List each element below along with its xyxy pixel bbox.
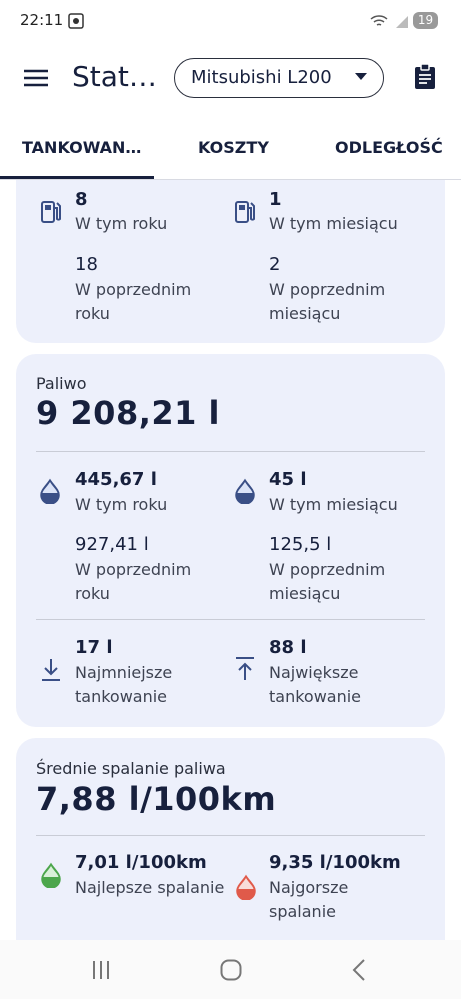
dropdown-arrow xyxy=(355,73,367,80)
page-title: Stat… xyxy=(72,60,157,93)
status-icon xyxy=(68,13,84,29)
signal-icons xyxy=(370,15,408,28)
app-header: 22:11 19 Stat… Mitsubishi L200 TANKOWAN…… xyxy=(0,0,461,180)
stat-label: W poprzednim roku xyxy=(75,280,192,323)
back-button[interactable] xyxy=(352,959,366,981)
clipboard-button[interactable] xyxy=(414,64,436,90)
nav-bar xyxy=(0,940,461,999)
stat-label: Najgorsze spalanie xyxy=(269,878,349,921)
battery: 19 xyxy=(413,12,438,29)
divider xyxy=(36,835,425,836)
stat-label: Najlepsze spalanie xyxy=(75,878,225,897)
menu-button[interactable] xyxy=(24,68,48,88)
consumption-card: Średnie spalanie paliwa 7,88 l/100km 7,0… xyxy=(16,738,445,968)
stat-label: W tym roku xyxy=(75,214,168,233)
stat-value: 125,5 l xyxy=(269,534,332,555)
stat-value: 2 xyxy=(269,254,281,275)
stat-value: 88 l xyxy=(269,637,307,658)
drop-icon xyxy=(40,478,60,504)
recents-button[interactable] xyxy=(91,960,111,980)
stat-label: W tym miesiącu xyxy=(269,495,398,514)
count-card: 8 W tym roku 1 W tym miesiącu 18 W poprz… xyxy=(16,150,445,343)
stat-label: Najmniejsze tankowanie xyxy=(75,663,173,706)
status-time: 22:11 xyxy=(20,11,64,29)
worst-drop-icon xyxy=(236,874,256,900)
stat-value: 17 l xyxy=(75,637,113,658)
card-title: Paliwo xyxy=(36,374,87,393)
stat-label: W tym miesiącu xyxy=(269,214,398,233)
stat-label: W poprzednim miesiącu xyxy=(269,560,386,603)
min-icon xyxy=(42,659,60,681)
tab-indicator xyxy=(0,176,154,179)
stat-label: W poprzednim roku xyxy=(75,560,192,603)
divider xyxy=(36,451,425,452)
vehicle-select[interactable]: Mitsubishi L200 xyxy=(174,58,384,98)
pump-icon xyxy=(41,201,61,223)
card-total: 7,88 l/100km xyxy=(36,780,277,818)
stat-value: 9,35 l/100km xyxy=(269,852,401,873)
tab[interactable]: TANKOWAN… xyxy=(22,138,142,157)
card-title: Średnie spalanie paliwa xyxy=(36,759,226,778)
stat-value: 18 xyxy=(75,254,98,275)
stat-value: 1 xyxy=(269,189,282,210)
divider xyxy=(36,619,425,620)
max-icon xyxy=(236,657,254,680)
best-drop-icon xyxy=(41,862,61,888)
drop-icon xyxy=(235,478,255,504)
pump-icon xyxy=(235,201,255,223)
stat-label: W tym roku xyxy=(75,495,168,514)
stat-label: Największe tankowanie xyxy=(269,663,362,706)
vehicle-name: Mitsubishi L200 xyxy=(191,67,332,88)
stat-label: W poprzednim miesiącu xyxy=(269,280,386,323)
home-button[interactable] xyxy=(220,959,242,981)
card-total: 9 208,21 l xyxy=(36,394,220,432)
stat-value: 8 xyxy=(75,189,88,210)
stat-value: 45 l xyxy=(269,469,307,490)
stat-value: 7,01 l/100km xyxy=(75,852,207,873)
stat-value: 445,67 l xyxy=(75,469,157,490)
stat-value: 927,41 l xyxy=(75,534,149,555)
tab[interactable]: KOSZTY xyxy=(198,138,269,157)
fuel-card: Paliwo 9 208,21 l 445,67 l W tym roku 45… xyxy=(16,354,445,727)
tab-border xyxy=(0,179,461,180)
tab[interactable]: ODLEGŁOŚĆ xyxy=(335,138,443,157)
